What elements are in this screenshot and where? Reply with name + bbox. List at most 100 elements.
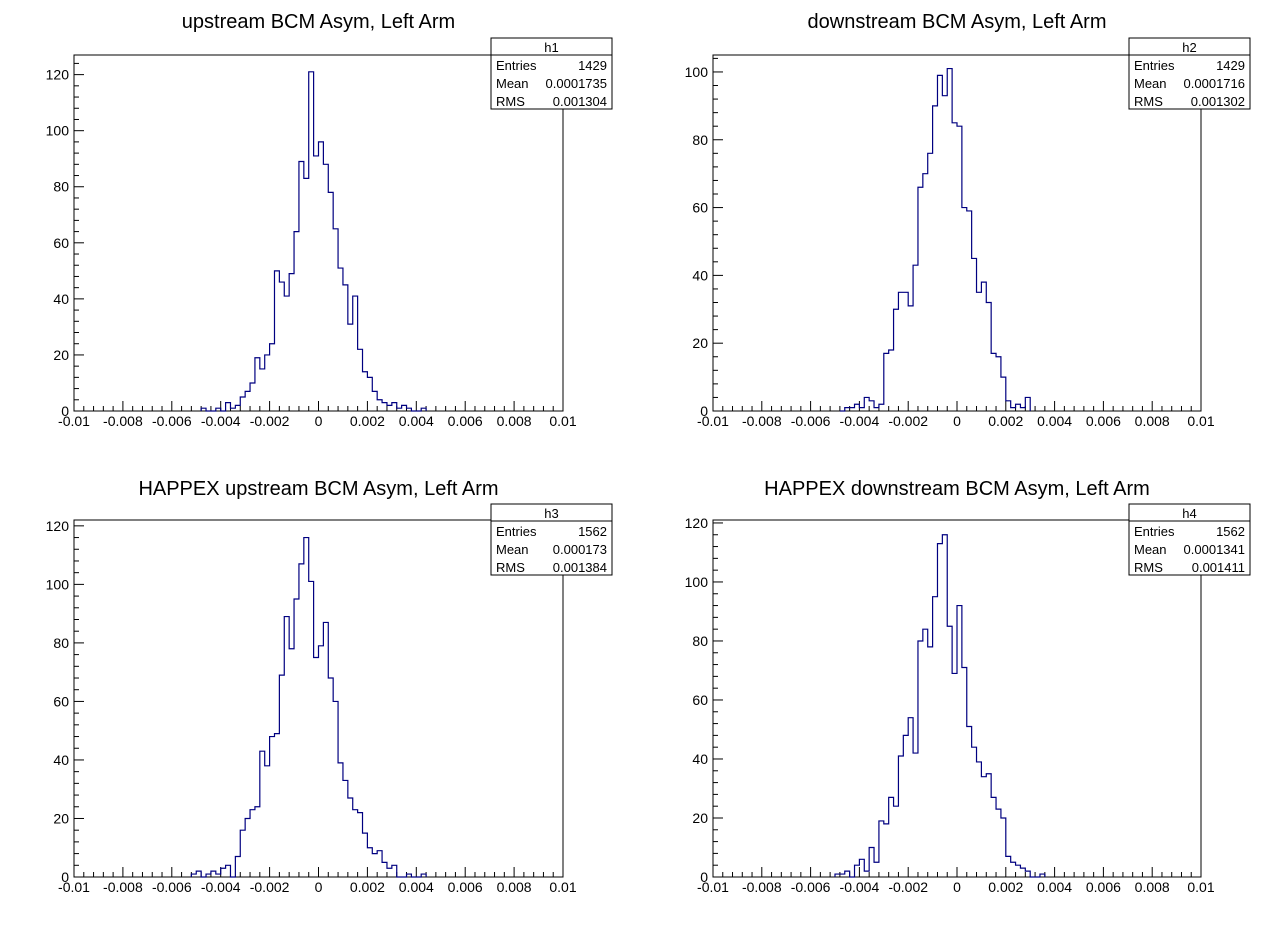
x-tick-label: -0.006 [791, 413, 831, 429]
stats-value: 1562 [578, 524, 607, 539]
plot-frame [73, 519, 564, 878]
x-tick-label: -0.002 [888, 413, 928, 429]
x-tick-label: -0.008 [742, 413, 782, 429]
y-tick-label: 60 [692, 200, 708, 216]
y-tick-label: 20 [53, 810, 69, 826]
plot-frame [73, 54, 564, 412]
y-tick-label: 0 [700, 869, 708, 885]
y-tick-label: 60 [53, 235, 69, 251]
x-tick-label: 0.004 [1037, 879, 1072, 895]
x-tick-label: 0.004 [399, 413, 434, 429]
x-tick-label: -0.004 [840, 413, 880, 429]
stats-value: 0.000173 [553, 542, 607, 557]
x-tick-label: 0.004 [399, 879, 434, 895]
stats-box: h1 Entries 1429 Mean 0.0001735 RMS 0.001304 [490, 37, 613, 110]
stats-key: RMS [496, 560, 525, 575]
stats-value: 0.001411 [1192, 560, 1245, 575]
x-tick-label: 0 [315, 413, 323, 429]
plot-frame [712, 54, 1202, 412]
histogram-line [834, 534, 1046, 878]
y-tick-label: 100 [685, 574, 709, 590]
x-tick-label: 0.002 [988, 879, 1023, 895]
x-tick-label: 0.01 [1187, 879, 1214, 895]
stats-key: RMS [1134, 94, 1163, 109]
x-tick-label: -0.006 [152, 879, 192, 895]
stats-key: RMS [496, 94, 525, 109]
y-tick-label: 20 [692, 335, 708, 351]
x-tick-label: -0.002 [250, 879, 290, 895]
x-tick-label: -0.01 [58, 879, 90, 895]
stats-name: h1 [544, 40, 558, 55]
stats-value: 1429 [578, 58, 607, 73]
x-tick-label: 0.006 [1086, 413, 1121, 429]
stats-key: Entries [496, 58, 537, 73]
x-tick-label: 0.002 [350, 879, 385, 895]
x-tick-label: 0.004 [1037, 413, 1072, 429]
x-tick-label: 0.008 [497, 413, 532, 429]
stats-box: h4 Entries 1562 Mean 0.0001341 RMS 0.001411 [1128, 503, 1251, 576]
stats-key: Mean [1134, 76, 1167, 91]
x-tick-label: -0.002 [250, 413, 290, 429]
stats-key: Mean [1134, 542, 1167, 557]
x-tick-label: 0.002 [988, 413, 1023, 429]
stats-key: Mean [496, 76, 529, 91]
plot-frame [712, 519, 1202, 878]
stats-box-frame [490, 37, 613, 110]
x-tick-label: -0.004 [840, 879, 880, 895]
chart-title: upstream BCM Asym, Left Arm [182, 11, 455, 33]
histogram-panel-2: downstream BCM Asym, Left Arm -0.01 -0.008… [685, 11, 1251, 429]
histogram-panel-3: HAPPEX upstream BCM Asym, Left Arm -0.01 -… [46, 478, 613, 895]
y-tick-label: 0 [61, 403, 69, 419]
stats-name: h3 [544, 506, 558, 521]
y-tick-label: 80 [53, 635, 69, 651]
x-tick-label: 0.01 [1187, 413, 1214, 429]
x-tick-label: -0.01 [697, 413, 729, 429]
x-tick-label: -0.008 [742, 879, 782, 895]
stats-box-frame [490, 503, 613, 576]
stats-box: h3 Entries 1562 Mean 0.000173 RMS 0.001384 [490, 503, 613, 576]
x-tick-label: 0.01 [549, 879, 576, 895]
x-tick-label: 0.01 [549, 413, 576, 429]
chart-title: HAPPEX downstream BCM Asym, Left Arm [764, 478, 1150, 500]
stats-value: 1429 [1216, 58, 1245, 73]
y-tick-label: 60 [53, 693, 69, 709]
x-tick-label: -0.01 [697, 879, 729, 895]
y-tick-label: 20 [692, 810, 708, 826]
stats-box-frame [1128, 503, 1251, 576]
stats-value: 1562 [1216, 524, 1245, 539]
stats-key: Entries [1134, 58, 1175, 73]
y-tick-label: 100 [685, 64, 709, 80]
x-tick-label: -0.004 [201, 879, 241, 895]
histogram-panel-1: upstream BCM Asym, Left Arm -0.01 -0.008 -0… [46, 11, 613, 429]
x-tick-label: 0.006 [448, 413, 483, 429]
histogram-panel-4: HAPPEX downstream BCM Asym, Left Arm -0.0… [685, 478, 1251, 895]
y-tick-label: 100 [46, 123, 70, 139]
x-tick-label: -0.006 [791, 879, 831, 895]
histogram-line [839, 67, 1031, 412]
y-tick-label: 40 [53, 752, 69, 768]
x-tick-label: -0.002 [888, 879, 928, 895]
stats-name: h4 [1182, 506, 1196, 521]
y-tick-label: 120 [46, 518, 70, 534]
stats-value: 0.0001341 [1184, 542, 1245, 557]
y-tick-label: 60 [692, 692, 708, 708]
y-tick-label: 80 [692, 633, 708, 649]
stats-key: Mean [496, 542, 529, 557]
y-tick-label: 80 [53, 179, 69, 195]
stats-value: 0.0001735 [546, 76, 607, 91]
y-tick-label: 40 [692, 751, 708, 767]
chart-title: downstream BCM Asym, Left Arm [808, 11, 1107, 33]
y-tick-label: 0 [700, 403, 708, 419]
y-tick-label: 40 [53, 291, 69, 307]
stats-name: h2 [1182, 40, 1196, 55]
x-tick-label: 0 [953, 413, 961, 429]
chart-title: HAPPEX upstream BCM Asym, Left Arm [138, 478, 498, 500]
y-tick-label: 80 [692, 132, 708, 148]
x-tick-label: 0.008 [1135, 879, 1170, 895]
y-tick-label: 120 [685, 515, 709, 531]
histogram-line [190, 536, 427, 878]
stats-value: 0.001304 [553, 94, 607, 109]
stats-key: RMS [1134, 560, 1163, 575]
x-tick-label: -0.008 [103, 413, 143, 429]
stats-key: Entries [496, 524, 537, 539]
